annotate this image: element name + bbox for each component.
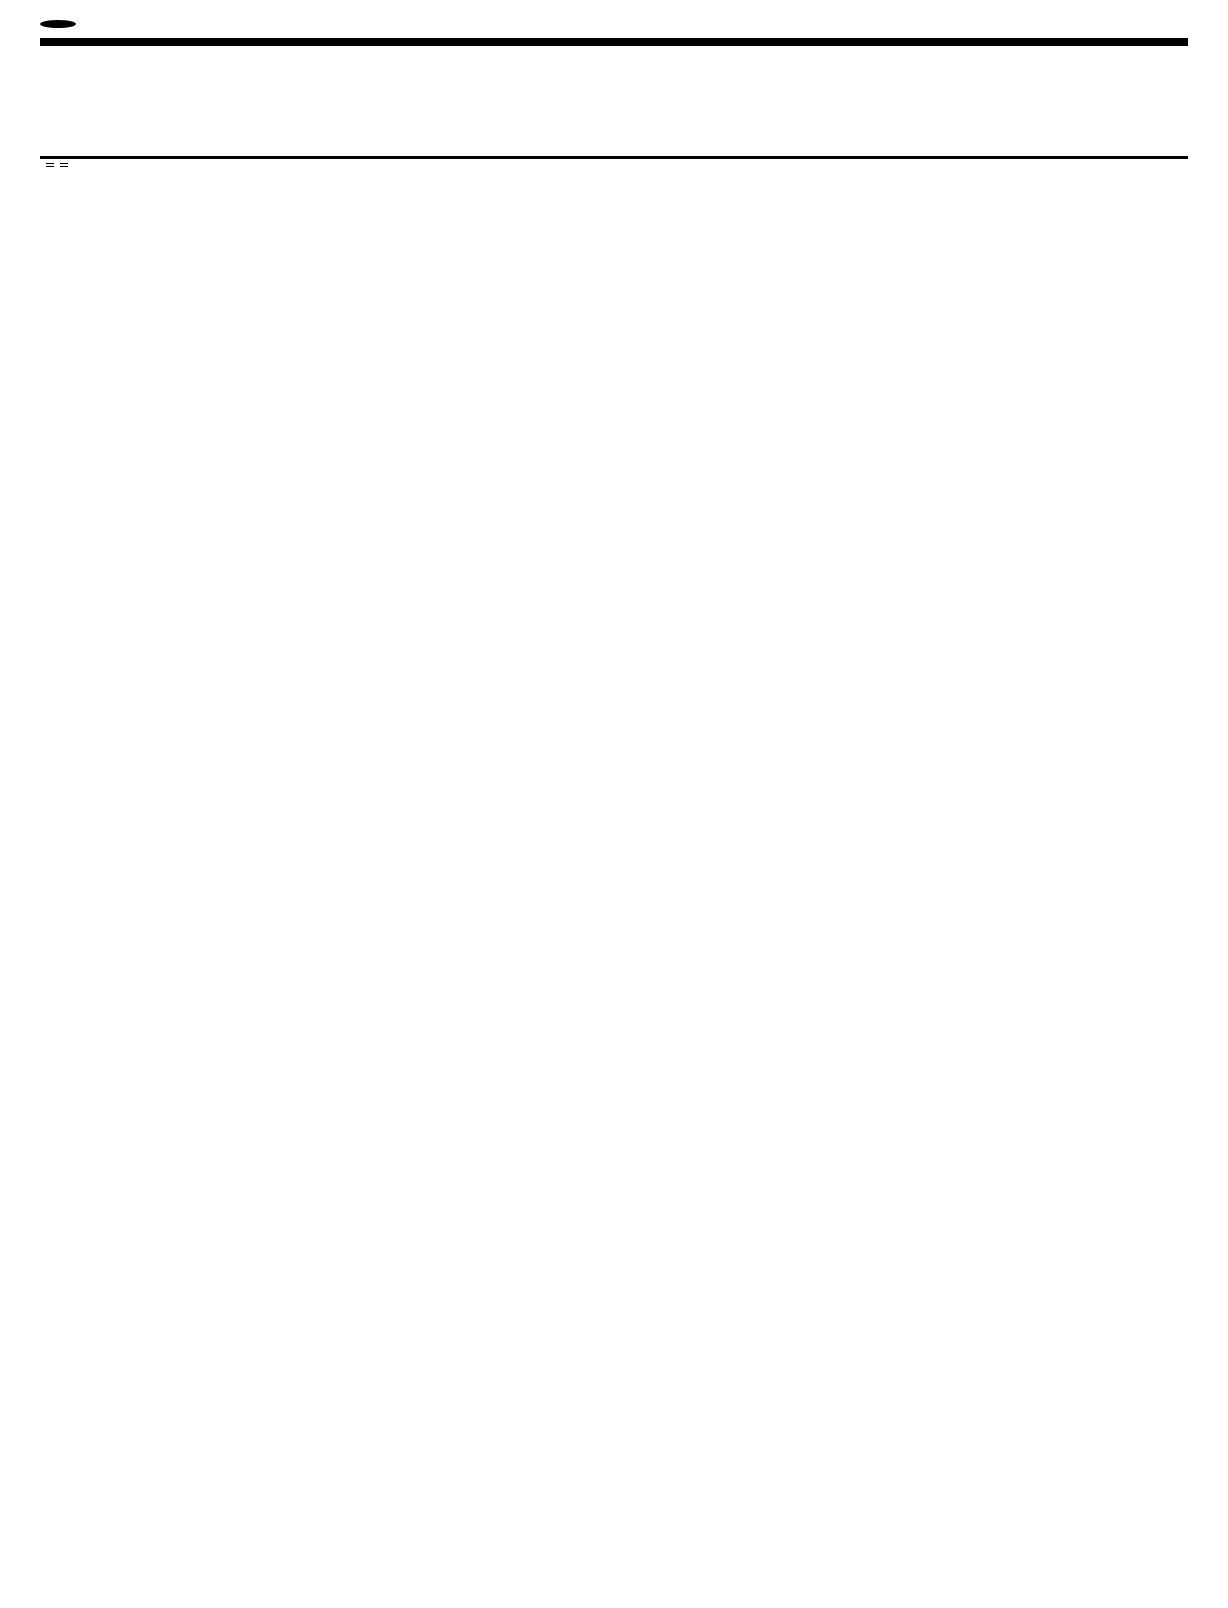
charts-grid	[40, 66, 1188, 96]
footer-meta-row	[40, 163, 1188, 167]
tab-val-1	[46, 166, 54, 167]
book-val-2	[60, 163, 68, 164]
page-footer	[40, 156, 1188, 167]
footer-rule	[40, 156, 1188, 159]
brand-logo	[40, 20, 76, 28]
logo-block	[40, 20, 76, 30]
page-header	[40, 20, 1188, 30]
header-rule	[40, 38, 1188, 46]
book-val-1	[46, 163, 54, 164]
book-tab-block	[40, 163, 68, 167]
tab-val-2	[60, 166, 68, 167]
